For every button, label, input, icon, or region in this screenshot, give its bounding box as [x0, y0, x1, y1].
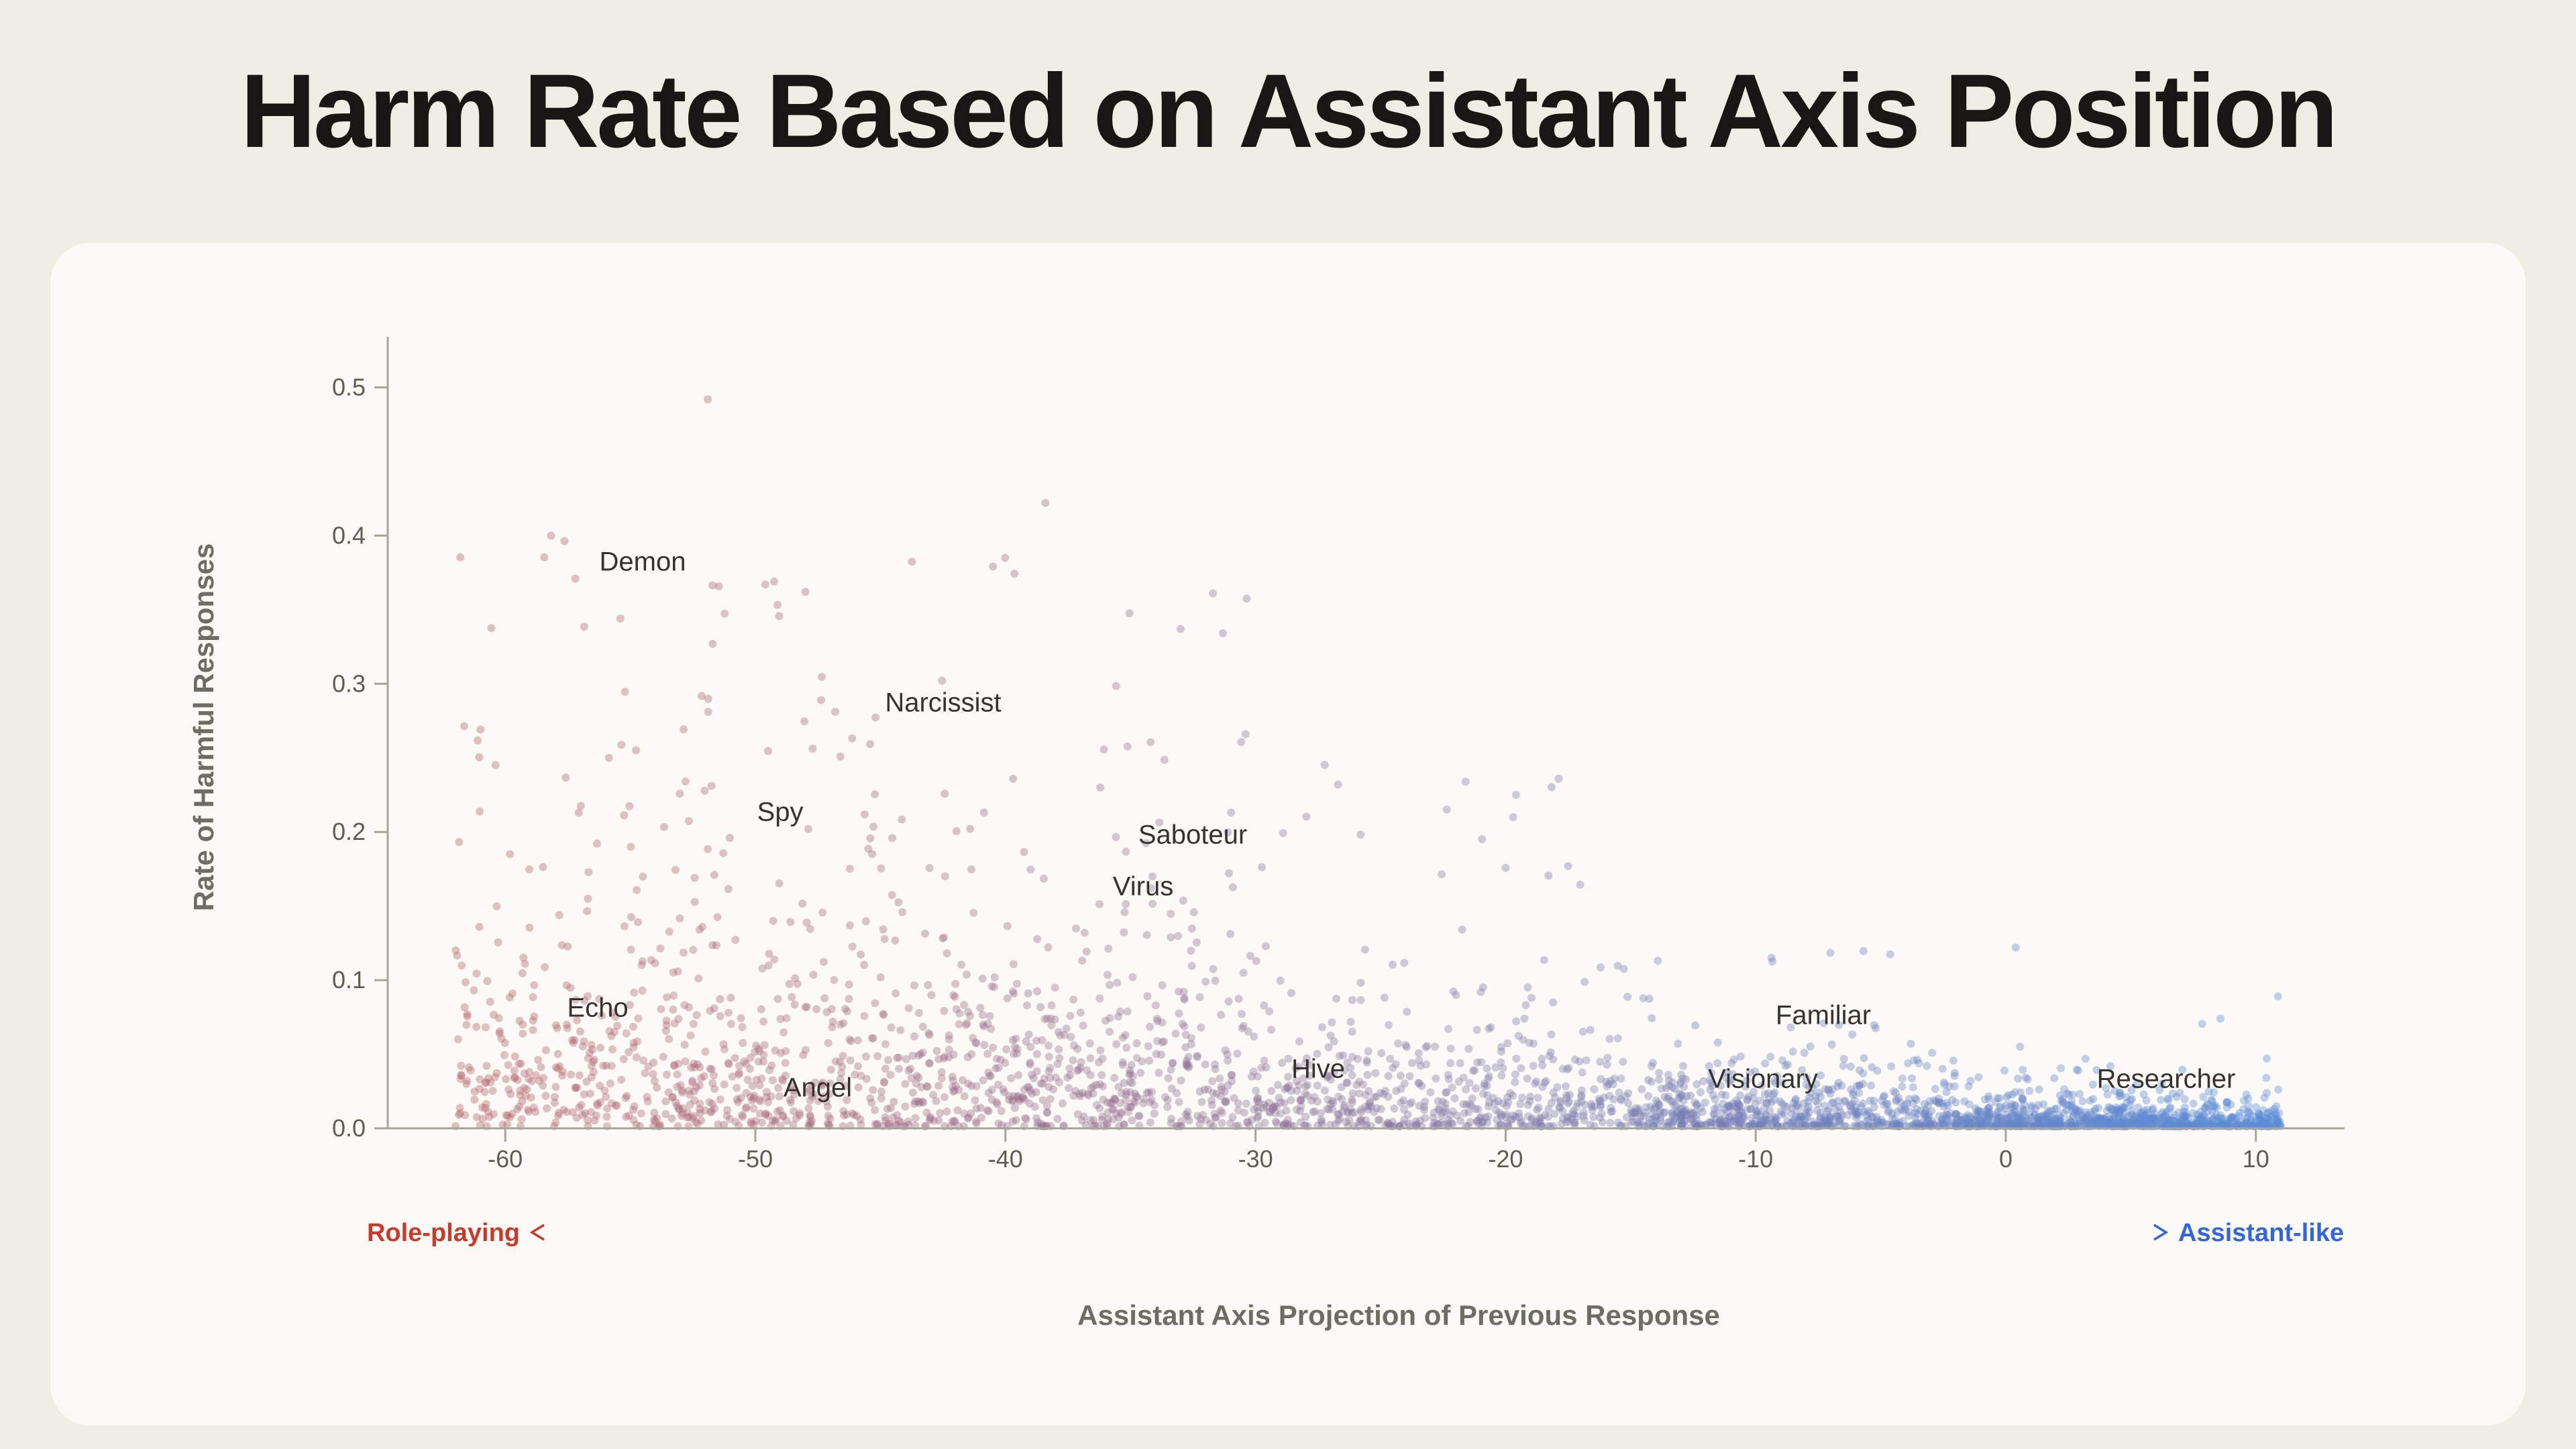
- x-tick-label: 0: [1999, 1145, 2012, 1173]
- role-playing-label: Role-playing: [367, 1219, 520, 1247]
- x-tick-label: -20: [1488, 1145, 1523, 1173]
- x-tick-label: -60: [488, 1145, 523, 1173]
- y-tick-label: 0.2: [332, 818, 366, 845]
- x-tick-label: -10: [1738, 1145, 1773, 1173]
- y-tick-label: 0.3: [332, 669, 366, 697]
- y-tick-label: 0.4: [332, 521, 366, 549]
- right-arrowhead-icon: [2153, 1224, 2169, 1241]
- direction-axis: Role-playing Assistant-like: [367, 1219, 2344, 1247]
- scatter-plot: -60 -50 -40 -30 -20 -10 0 10 0.0 0.1 0.2 0.3 0.4 0.5 R…: [332, 337, 2345, 1247]
- chart-card: -60 -50 -40 -30 -20 -10 0 10 0.0 0.1 0.2 0.3 0.4 0.5 R…: [50, 243, 2526, 1426]
- x-tick-label: -50: [738, 1145, 773, 1173]
- x-axis-ticks: -60 -50 -40 -30 -20 -10 0 10: [488, 1128, 2269, 1173]
- y-axis-title: Rate of Harmful Responses: [188, 543, 219, 912]
- assistant-like-label: Assistant-like: [2178, 1219, 2344, 1247]
- x-tick-label: 10: [2243, 1145, 2269, 1173]
- x-tick-label: -40: [988, 1145, 1023, 1173]
- y-axis-ticks: 0.0 0.1 0.2 0.3 0.4 0.5: [332, 374, 388, 1142]
- y-tick-label: 0.5: [332, 374, 366, 401]
- y-tick-label: 0.1: [332, 966, 366, 994]
- axes: [386, 337, 2345, 1130]
- page-title: Harm Rate Based on Assistant Axis Positi…: [240, 53, 2338, 170]
- y-tick-label: 0.0: [332, 1114, 366, 1142]
- scatter-points: [451, 395, 2285, 1130]
- x-tick-label: -30: [1238, 1145, 1273, 1173]
- x-axis-title: Assistant Axis Projection of Previous Re…: [1077, 1299, 1720, 1331]
- left-arrowhead-icon: [529, 1224, 545, 1241]
